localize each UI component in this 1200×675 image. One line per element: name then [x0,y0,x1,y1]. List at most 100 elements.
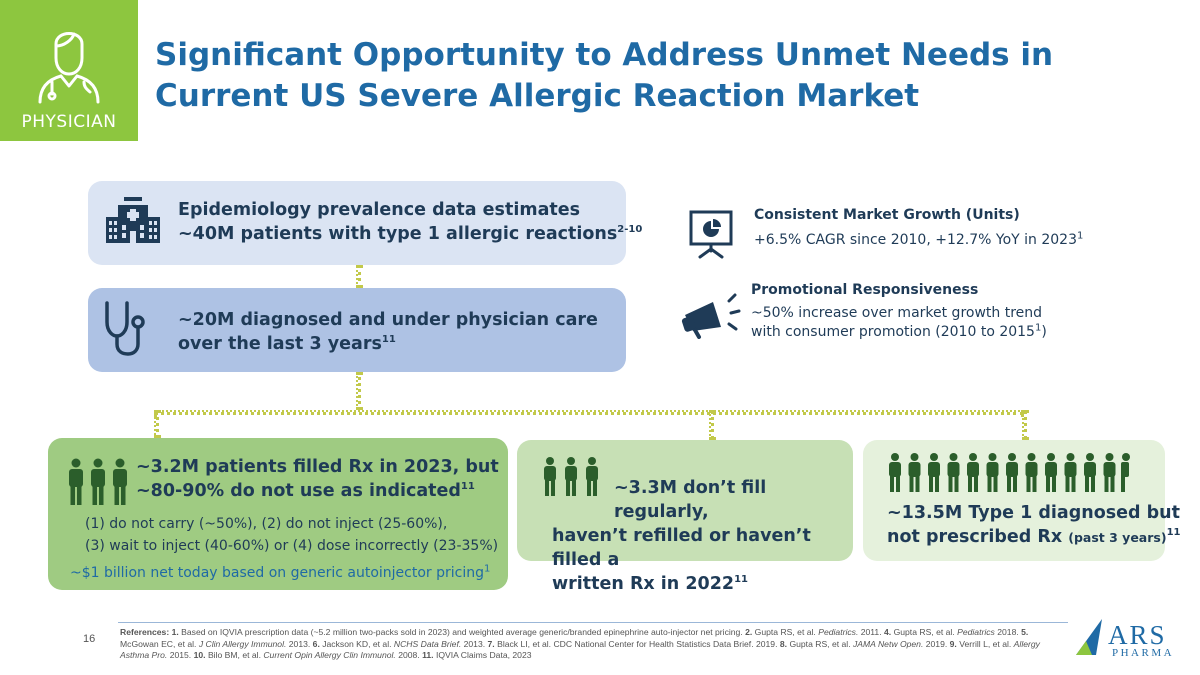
ref-num: 7. [487,638,495,649]
ref-label: References: [120,627,170,637]
promotional-line2-end: ) [1041,324,1047,340]
filled-line2: ~80-90% do not use as indicated [136,481,461,501]
promotional-line1: ~50% increase over market growth trend [751,305,1043,321]
filled-sub1: (1) do not carry (~50%), (2) do not inje… [85,516,448,532]
logo-wordmark: ARS [1108,620,1167,650]
epidemiology-line1: Epidemiology prevalence data estimates [178,200,581,220]
ref-num: 2. [745,627,753,637]
ref-journal: Current Opin Allergy Clin Immunol. [263,650,396,660]
market-growth-value: +6.5% CAGR since 2010, +12.7% YoY in 202… [754,232,1077,248]
filled-sub2: (3) wait to inject (40-60%) or (4) dose … [85,538,499,554]
ref-journal: NCHS Data Brief. [393,638,462,649]
not-fill-line3: written Rx in 2022 [552,574,735,594]
not-prescribed-line1: ~13.5M Type 1 diagnosed but [887,503,1180,523]
people-icon [69,458,127,505]
ref-journal: J Clin Allergy Immunol. [198,638,287,649]
diagnosed-text: ~20M diagnosed and under physician care … [178,308,598,356]
filled-line2-row: ~80-90% do not use as indicated11 [136,479,499,503]
not-fill-line1: ~3.3M don’t fill regularly, [614,478,767,522]
not-filled-text: ~3.3M don’t fill regularly, haven’t refi… [552,476,842,596]
ref-year: 2018. [997,627,1019,637]
not-prescribed-sup: 11 [1166,527,1181,539]
ref-num: 6. [312,638,320,649]
ref-year: 2019. [925,638,948,649]
ars-pharma-logo [1076,619,1102,655]
connector-line [154,410,159,438]
filled-rx-details: (1) do not carry (~50%), (2) do not inje… [85,513,498,557]
promotional-line2: with consumer promotion (2010 to 2015 [751,324,1035,340]
ref-num: 10. [193,650,206,660]
diagnosed-sup: 11 [381,334,396,346]
promotional-sup: 1 [1034,322,1042,334]
not-fill-sup: 11 [734,574,748,586]
market-growth-heading: Consistent Market Growth (Units) [754,207,1020,223]
pricing-text: ~$1 billion net today based on generic a… [70,565,484,581]
not-prescribed-line2-row: not prescribed Rx (past 3 years)11 [887,525,1180,550]
ref-journal: Pediatrics. [818,627,859,637]
filled-rx-box [48,438,508,590]
hospital-icon [106,197,160,243]
pricing-sup: 1 [484,563,491,575]
ref-text: McGowan EC, et al. [120,638,197,649]
badge-label: PHYSICIAN [21,112,117,132]
connector-line [154,410,1024,415]
epidemiology-box [88,181,626,265]
physician-badge: PHYSICIAN [0,0,138,141]
not-fill-line2: haven’t refilled or haven’t filled a [552,526,811,570]
promotional-text: ~50% increase over market growth trend w… [751,304,1047,342]
ref-year: 2015. [169,650,192,660]
ref-text: Gupta RS, et al. [789,638,851,649]
ref-year: 2011. [860,627,882,637]
pricing-note: ~$1 billion net today based on generic a… [70,563,491,581]
logo-subtext: PHARMA [1112,647,1175,659]
connector-line [709,410,714,440]
diagnosed-box [88,288,626,372]
ref-num: 11. [422,650,434,660]
connector-line [356,372,361,410]
epidemiology-line2-row: ~40M patients with type 1 allergic react… [178,222,642,246]
ref-num: 9. [949,638,957,649]
promotional-heading: Promotional Responsiveness [751,282,979,298]
people-icon [544,457,598,496]
connector-line [1022,410,1027,440]
footer-divider [118,622,1068,623]
references: References: 1. Based on IQVIA prescripti… [120,627,1055,662]
people-icon [889,453,1130,492]
connector-line [356,265,361,288]
ref-num: 1. [171,627,179,637]
market-growth-sup: 1 [1076,230,1084,242]
filled-line1: ~3.2M patients filled Rx in 2023, but [136,457,499,477]
megaphone-icon [681,293,741,339]
diagnosed-line2: over the last 3 years [178,334,382,354]
ref-num: 4. [884,627,892,637]
ref-text: IQVIA Claims Data, 2023 [435,650,532,660]
ref-num: 8. [779,638,788,649]
ref-num: 5. [1021,627,1029,637]
epidemiology-line2: ~40M patients with type 1 allergic react… [178,224,618,244]
ref-year: 2008. [398,650,420,660]
presentation-chart-icon [689,210,733,259]
epidemiology-text: Epidemiology prevalence data estimates ~… [178,198,642,246]
ref-text: Based on IQVIA prescription data (~5.2 m… [181,627,743,637]
ref-text: Gupta RS, et al. [754,627,816,637]
not-fill-line3-row: written Rx in 202211 [552,572,842,596]
physician-icon [38,32,100,104]
diagnosed-line1: ~20M diagnosed and under physician care [178,310,598,330]
ref-text: Gupta RS, et al. [893,627,955,637]
filled-sup: 11 [460,481,475,493]
epidemiology-sup: 2-10 [617,224,643,236]
not-prescribed-period: (past 3 years) [1068,530,1167,545]
not-prescribed-line2: not prescribed Rx [887,527,1063,547]
ref-journal: JAMA Netw Open. [852,638,924,649]
page-title: Significant Opportunity to Address Unmet… [155,37,1054,114]
stethoscope-icon [105,301,145,356]
ref-year: 2013. [288,638,311,649]
page-number: 16 [83,633,96,645]
not-prescribed-text: ~13.5M Type 1 diagnosed but not prescrib… [887,501,1180,550]
ref-journal: Pediatrics [957,627,995,637]
ref-text: Verrill L, et al. [959,638,1012,649]
ref-text: Bilo BM, et al. [207,650,261,660]
ref-journal: Allergy Asthma Pro. [120,638,1040,661]
ref-year: 2013. [463,638,486,649]
diagnosed-line2-row: over the last 3 years11 [178,332,598,356]
